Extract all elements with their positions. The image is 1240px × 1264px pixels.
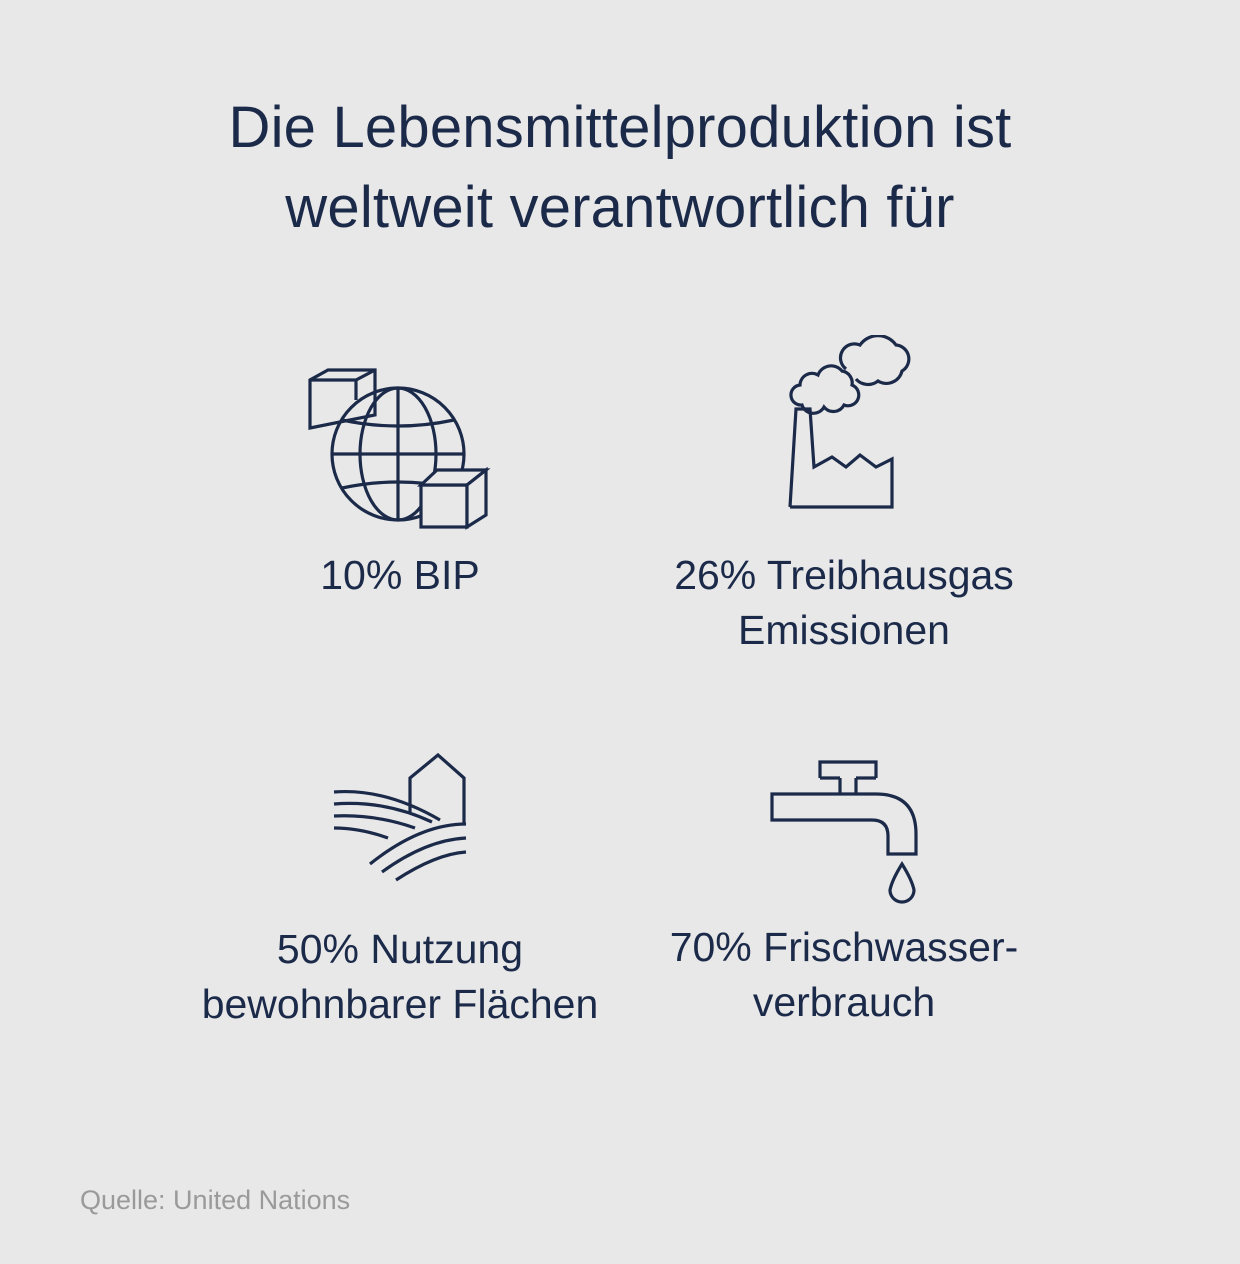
stat-label-freshwater-line-2: verbrauch: [752, 979, 936, 1025]
stat-label-gdp-line-1: 10% BIP: [320, 552, 480, 598]
factory-icon: [788, 335, 911, 509]
page-title: Die Lebensmittelproduktion ist weltweit …: [0, 88, 1240, 248]
stat-tile-land-use: 50% Nutzung bewohnbarer Flächen: [170, 752, 630, 1027]
stat-label-emissions-line-2: Emissionen: [738, 607, 950, 653]
globe-with-boxes-icon: [308, 368, 491, 530]
stat-tile-emissions: 26% Treibhausgas Emissionen: [614, 335, 1074, 653]
source-note: Quelle: United Nations: [80, 1185, 351, 1215]
water-tap-icon: [770, 760, 918, 904]
stat-label-land-use-line-2: bewohnbarer Flächen: [201, 981, 599, 1027]
stat-label-emissions-line-1: 26% Treibhausgas: [674, 552, 1014, 598]
stat-tile-freshwater: 70% Frischwasser- verbrauch: [614, 758, 1074, 1025]
page-title-line-2: weltweit verantwortlich für: [285, 175, 955, 240]
stat-label-land-use-line-1: 50% Nutzung: [276, 926, 524, 972]
farmland-house-icon: [333, 752, 467, 882]
stat-tile-gdp: 10% BIP: [170, 360, 630, 598]
stat-label-freshwater-line-1: 70% Frischwasser-: [669, 924, 1019, 970]
page-title-line-1: Die Lebensmittelproduktion ist: [228, 95, 1012, 160]
